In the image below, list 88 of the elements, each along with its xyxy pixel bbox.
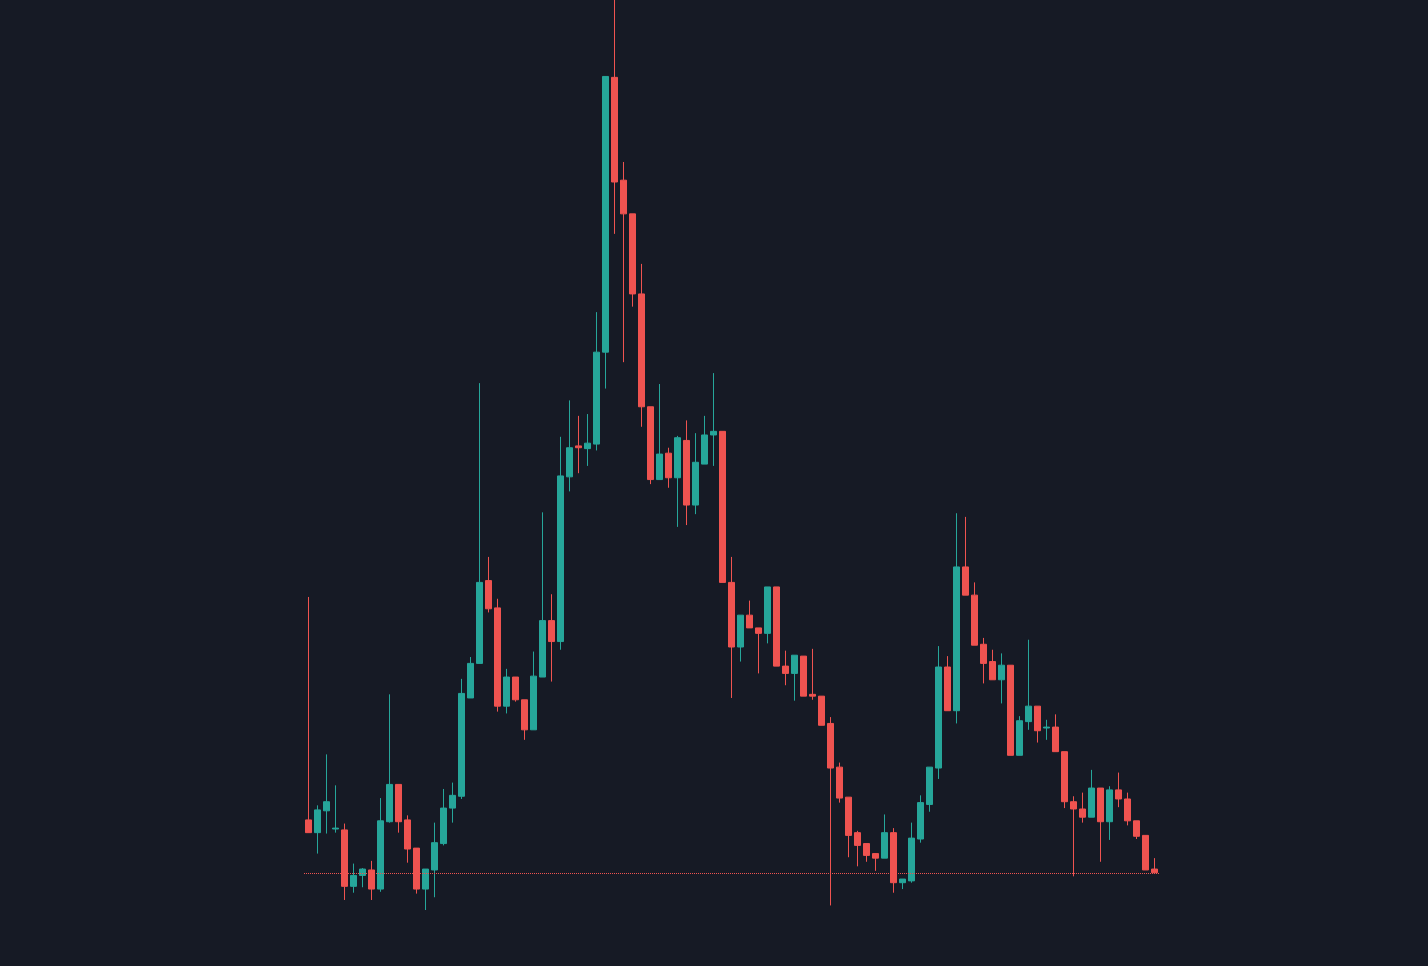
candlestick xyxy=(971,581,978,646)
candlestick xyxy=(521,699,528,741)
candlestick xyxy=(1061,751,1068,809)
candlestick xyxy=(314,804,321,855)
candlestick xyxy=(1043,719,1050,741)
candlestick xyxy=(548,593,555,683)
candlestick xyxy=(737,614,744,663)
candlestick xyxy=(539,511,546,678)
candlestick xyxy=(791,654,798,702)
candlestick xyxy=(683,419,690,526)
candlestick xyxy=(710,372,717,467)
candlestick xyxy=(818,695,825,726)
candlestick xyxy=(503,668,510,714)
candlestick xyxy=(350,863,357,894)
candlestick xyxy=(845,796,852,858)
candlestick xyxy=(1106,785,1113,841)
candlestick xyxy=(458,678,465,800)
candlestick xyxy=(386,693,393,824)
candlestick xyxy=(530,651,537,731)
candlestick xyxy=(512,676,519,703)
candlestick xyxy=(557,436,564,651)
candlestick xyxy=(620,161,627,363)
candlestick xyxy=(863,843,870,863)
candlestick xyxy=(377,797,384,893)
candlestick xyxy=(566,399,573,492)
candlestick xyxy=(467,656,474,699)
candlestick xyxy=(908,822,915,884)
candlestick xyxy=(917,794,924,844)
candlestick xyxy=(1133,820,1140,840)
candlestick xyxy=(1034,705,1041,744)
candlestick xyxy=(764,586,771,644)
candlestick xyxy=(728,556,735,699)
candlestick xyxy=(989,649,996,681)
candlestick xyxy=(656,383,663,481)
candlestick xyxy=(323,753,330,835)
candlestick xyxy=(593,311,600,451)
candlestick xyxy=(1124,792,1131,826)
candlestick xyxy=(998,652,1005,704)
candlestick xyxy=(1142,834,1149,871)
candlestick xyxy=(809,648,816,701)
candlestick xyxy=(980,637,987,684)
candlestick xyxy=(440,788,447,846)
candlestick xyxy=(665,447,672,489)
candlestick xyxy=(494,598,501,713)
candlestick xyxy=(404,814,411,864)
candlestick xyxy=(422,868,429,911)
candlestick xyxy=(431,822,438,898)
candlestick xyxy=(854,830,861,867)
candlestick xyxy=(926,766,933,813)
candlestick xyxy=(719,430,726,583)
candlestick xyxy=(953,512,960,724)
candlestick xyxy=(944,655,951,712)
candlestick xyxy=(575,415,582,474)
candlestick xyxy=(602,75,609,390)
candlestick xyxy=(746,600,753,629)
candlestick xyxy=(899,878,906,890)
candlestick xyxy=(1025,639,1032,731)
candlestick xyxy=(1052,713,1059,753)
candlestick xyxy=(629,213,636,308)
candlestick xyxy=(647,406,654,485)
candlestick xyxy=(476,382,483,664)
candlestick xyxy=(1016,715,1023,756)
candlestick xyxy=(1079,792,1086,824)
candlestick xyxy=(332,784,339,834)
candlestick xyxy=(359,867,366,888)
candlestick xyxy=(395,783,402,834)
candlestick xyxy=(692,432,699,515)
candlestick xyxy=(962,516,969,596)
candlestick xyxy=(755,627,762,674)
candlestick xyxy=(935,645,942,780)
candlestick xyxy=(638,263,645,428)
candlestick xyxy=(881,813,888,859)
candlestick xyxy=(611,0,618,235)
candlestick xyxy=(701,415,708,465)
candlestick xyxy=(1097,787,1104,863)
candlestick xyxy=(1007,664,1014,756)
candlestick xyxy=(449,782,456,824)
candlestick xyxy=(800,655,807,697)
candlestick xyxy=(584,413,591,467)
candlestick xyxy=(305,596,312,834)
candlestick xyxy=(872,853,879,872)
candlestick xyxy=(1115,772,1122,808)
candlestick xyxy=(485,556,492,613)
candlestick xyxy=(773,586,780,667)
candlestick xyxy=(674,435,681,528)
candlestick xyxy=(782,650,789,686)
candlestick xyxy=(836,762,843,804)
candlestick xyxy=(1088,769,1095,818)
